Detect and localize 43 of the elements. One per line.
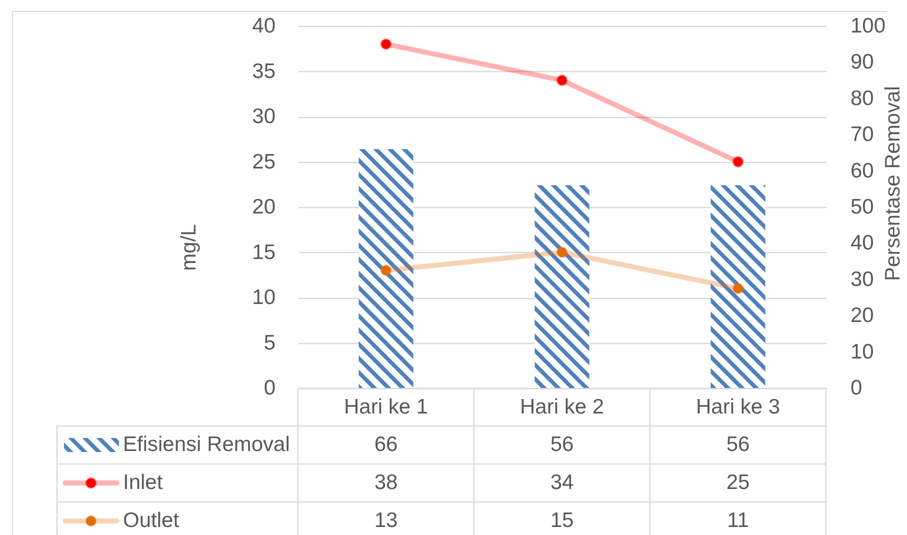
y2-tick-label: 20 xyxy=(850,304,874,328)
point xyxy=(380,264,392,276)
data-label: 56 xyxy=(550,433,574,456)
y2-tick-label: 30 xyxy=(850,268,874,291)
data-label: 25 xyxy=(726,471,750,494)
y2-tick-label: 60 xyxy=(850,159,874,182)
y-tick-label: 0 xyxy=(264,376,276,400)
x-tick-label: Hari ke 2 xyxy=(520,396,604,418)
y2-tick-label: 10 xyxy=(850,340,874,364)
point xyxy=(732,156,744,168)
data-label: 56 xyxy=(726,433,750,456)
y2-tick-label: 70 xyxy=(850,123,874,146)
y2-axis-title: Persentase Removal xyxy=(882,86,904,281)
legend-label: Outlet xyxy=(123,509,180,532)
point xyxy=(380,38,392,50)
point xyxy=(556,246,568,258)
y-tick-label: 10 xyxy=(252,286,276,309)
y-tick-label: 35 xyxy=(252,60,276,83)
y-tick-label: 5 xyxy=(264,331,276,354)
point xyxy=(732,282,744,294)
y-axis-title: mg/L xyxy=(178,224,200,271)
data-label: 13 xyxy=(374,509,398,532)
x-tick-label: Hari ke 3 xyxy=(696,396,780,418)
y-tick-label: 20 xyxy=(252,196,276,218)
legend-label: Inlet xyxy=(123,471,163,494)
data-label: 66 xyxy=(374,433,398,456)
x-tick-label: Hari ke 1 xyxy=(344,396,428,418)
y-tick-label: 40 xyxy=(252,14,276,38)
point xyxy=(556,74,568,86)
y2-tick-label: 0 xyxy=(850,376,862,400)
y-tick-label: 30 xyxy=(252,105,276,128)
data-label: 34 xyxy=(550,471,574,494)
y2-tick-label: 50 xyxy=(850,196,874,218)
y2-tick-label: 90 xyxy=(850,50,874,74)
data-label: 15 xyxy=(550,509,574,532)
y-tick-label: 25 xyxy=(252,150,276,174)
y2-tick-label: 40 xyxy=(850,232,874,255)
data-label: 11 xyxy=(727,509,749,532)
y2-tick-label: 80 xyxy=(850,86,874,110)
y-tick-label: 15 xyxy=(252,240,276,264)
y2-tick-label: 100 xyxy=(850,14,886,38)
legend-label: Efisiensi Removal xyxy=(123,433,290,456)
data-label: 38 xyxy=(374,471,398,494)
